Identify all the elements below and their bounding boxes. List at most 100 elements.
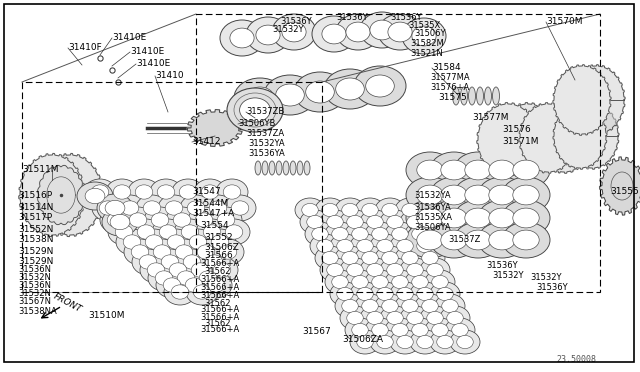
Ellipse shape	[255, 161, 261, 175]
Ellipse shape	[322, 251, 339, 264]
Ellipse shape	[202, 195, 234, 221]
Text: 31538N: 31538N	[18, 235, 54, 244]
Ellipse shape	[422, 299, 438, 312]
Ellipse shape	[186, 279, 218, 305]
Ellipse shape	[92, 195, 124, 221]
Polygon shape	[477, 103, 539, 177]
Ellipse shape	[322, 203, 339, 217]
Text: 31536YA: 31536YA	[248, 150, 285, 158]
Text: 31506ZA: 31506ZA	[342, 336, 383, 344]
Ellipse shape	[325, 270, 355, 294]
Text: 31532YA: 31532YA	[414, 192, 451, 201]
Ellipse shape	[365, 318, 395, 342]
Ellipse shape	[407, 215, 423, 229]
Polygon shape	[553, 65, 611, 135]
Ellipse shape	[417, 208, 444, 228]
Text: 31514N: 31514N	[18, 202, 53, 212]
Ellipse shape	[295, 198, 325, 222]
Bar	[196, 14, 600, 292]
Ellipse shape	[367, 263, 383, 277]
Ellipse shape	[347, 263, 364, 277]
Ellipse shape	[130, 219, 162, 245]
Ellipse shape	[454, 222, 502, 258]
Ellipse shape	[114, 195, 146, 221]
Ellipse shape	[380, 258, 410, 282]
Ellipse shape	[465, 230, 492, 250]
Ellipse shape	[502, 200, 550, 236]
Ellipse shape	[213, 263, 231, 277]
Text: 31410E: 31410E	[136, 60, 170, 68]
Ellipse shape	[412, 26, 436, 46]
Ellipse shape	[367, 215, 383, 229]
Ellipse shape	[315, 198, 345, 222]
Ellipse shape	[198, 249, 230, 275]
Ellipse shape	[375, 294, 405, 318]
Ellipse shape	[143, 201, 161, 215]
Ellipse shape	[362, 203, 378, 217]
Ellipse shape	[388, 22, 412, 42]
Ellipse shape	[452, 87, 460, 105]
Ellipse shape	[312, 227, 328, 241]
Ellipse shape	[169, 263, 187, 277]
Ellipse shape	[92, 185, 109, 199]
Ellipse shape	[300, 210, 330, 234]
Ellipse shape	[377, 240, 393, 253]
Ellipse shape	[84, 179, 116, 205]
Ellipse shape	[442, 299, 458, 312]
Ellipse shape	[402, 18, 446, 54]
Ellipse shape	[180, 195, 212, 221]
Text: 31575: 31575	[438, 93, 467, 103]
Ellipse shape	[301, 203, 318, 217]
Ellipse shape	[360, 210, 390, 234]
Ellipse shape	[336, 14, 380, 50]
Ellipse shape	[370, 234, 400, 258]
Bar	[22, 82, 322, 292]
Polygon shape	[553, 103, 607, 169]
Ellipse shape	[375, 198, 405, 222]
Ellipse shape	[200, 272, 232, 298]
Text: 31536Y: 31536Y	[486, 260, 518, 269]
Ellipse shape	[350, 330, 380, 354]
Ellipse shape	[465, 160, 492, 180]
Ellipse shape	[340, 306, 370, 330]
Ellipse shape	[441, 160, 467, 180]
Text: 31506YB: 31506YB	[238, 119, 275, 128]
Ellipse shape	[332, 275, 348, 289]
Ellipse shape	[397, 288, 413, 301]
Ellipse shape	[154, 249, 186, 275]
Ellipse shape	[377, 336, 393, 349]
Ellipse shape	[345, 318, 375, 342]
Ellipse shape	[290, 161, 296, 175]
Ellipse shape	[360, 306, 390, 330]
Ellipse shape	[397, 336, 413, 349]
Ellipse shape	[158, 195, 190, 221]
Ellipse shape	[176, 249, 208, 275]
Ellipse shape	[336, 78, 364, 100]
Ellipse shape	[392, 275, 408, 289]
Ellipse shape	[174, 219, 206, 245]
Ellipse shape	[372, 323, 388, 337]
Ellipse shape	[441, 230, 467, 250]
Ellipse shape	[410, 330, 440, 354]
Ellipse shape	[420, 258, 450, 282]
Ellipse shape	[189, 235, 207, 249]
Text: 31410E: 31410E	[130, 48, 164, 57]
Ellipse shape	[185, 278, 203, 292]
Ellipse shape	[355, 294, 385, 318]
Ellipse shape	[447, 311, 463, 325]
Ellipse shape	[116, 229, 148, 255]
Ellipse shape	[163, 278, 181, 292]
Ellipse shape	[100, 207, 132, 233]
Text: 31566+A: 31566+A	[200, 305, 239, 314]
Ellipse shape	[190, 239, 222, 265]
Text: 31536Y: 31536Y	[536, 283, 568, 292]
Ellipse shape	[325, 222, 355, 246]
Text: 31537ZB: 31537ZB	[246, 108, 284, 116]
Ellipse shape	[356, 336, 373, 349]
Ellipse shape	[362, 251, 378, 264]
Ellipse shape	[115, 225, 133, 239]
Text: 31536Y: 31536Y	[390, 13, 422, 22]
Ellipse shape	[320, 210, 350, 234]
Ellipse shape	[204, 229, 236, 255]
Ellipse shape	[405, 318, 435, 342]
